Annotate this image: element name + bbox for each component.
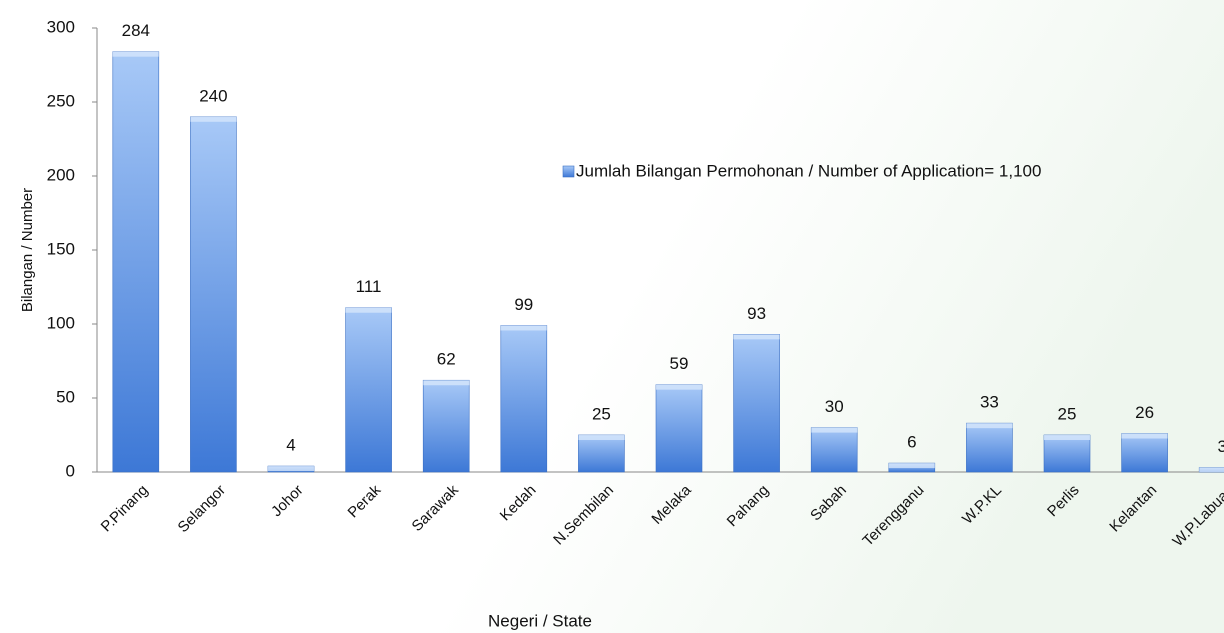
data-label: 4 bbox=[286, 436, 295, 455]
bar bbox=[345, 307, 392, 473]
bar bbox=[1043, 434, 1091, 473]
data-label: 99 bbox=[514, 295, 533, 314]
data-label: 3 bbox=[1217, 437, 1224, 456]
bar bbox=[966, 422, 1013, 473]
bar bbox=[578, 434, 625, 473]
bar-cap bbox=[500, 325, 547, 331]
y-tick-label: 150 bbox=[47, 239, 75, 258]
bar bbox=[500, 325, 548, 473]
bar bbox=[422, 379, 470, 473]
bar-cap bbox=[190, 116, 237, 122]
y-axis-label: Bilangan / Number bbox=[19, 188, 36, 312]
y-tick-label: 0 bbox=[66, 461, 75, 480]
bar-cap bbox=[1199, 467, 1224, 472]
bar-cap bbox=[888, 463, 935, 469]
bar bbox=[190, 116, 237, 473]
bar-cap bbox=[966, 423, 1013, 429]
y-tick-label: 300 bbox=[47, 17, 75, 36]
data-label: 111 bbox=[356, 277, 382, 296]
bar-cap bbox=[268, 466, 314, 472]
bar bbox=[733, 334, 780, 473]
data-label: 284 bbox=[122, 21, 150, 40]
bar-cap bbox=[733, 334, 780, 340]
data-label: 26 bbox=[1135, 403, 1154, 422]
bar bbox=[112, 51, 160, 473]
bar bbox=[1121, 433, 1168, 473]
bar-cap bbox=[1121, 433, 1168, 439]
x-axis-label: Negeri / State bbox=[488, 611, 592, 630]
legend-label: Jumlah Bilangan Permohonan / Number of A… bbox=[576, 161, 1041, 180]
legend-swatch bbox=[562, 165, 575, 178]
bar-cap bbox=[423, 380, 470, 386]
bar bbox=[655, 384, 703, 473]
data-label: 62 bbox=[437, 350, 456, 369]
bar-cap bbox=[112, 51, 159, 57]
data-label: 25 bbox=[1058, 404, 1077, 423]
bar-cap bbox=[345, 307, 392, 313]
y-tick-label: 200 bbox=[47, 165, 75, 184]
data-label: 59 bbox=[670, 354, 689, 373]
data-label: 240 bbox=[199, 86, 227, 105]
data-label: 25 bbox=[592, 404, 611, 423]
data-label: 30 bbox=[825, 397, 844, 416]
data-label: 33 bbox=[980, 393, 999, 412]
y-tick-label: 100 bbox=[47, 313, 75, 332]
bar-cap bbox=[578, 435, 625, 440]
bar-cap bbox=[1044, 435, 1090, 440]
bar-cap bbox=[656, 384, 702, 390]
data-label: 6 bbox=[907, 433, 916, 452]
y-tick-label: 250 bbox=[47, 91, 75, 110]
bar-cap bbox=[811, 427, 858, 433]
data-label: 93 bbox=[747, 304, 766, 323]
bar bbox=[810, 427, 858, 473]
y-tick-label: 50 bbox=[56, 387, 75, 406]
